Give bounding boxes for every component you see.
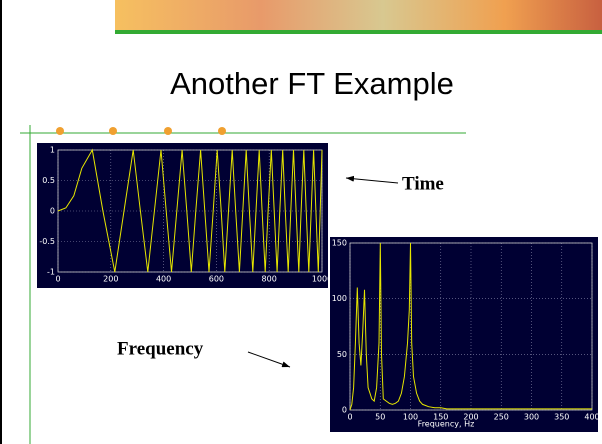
x-tick-label: 800 [262,275,277,284]
x-tick-label: 0 [55,275,60,284]
plot-frame [349,242,593,411]
y-tick-label: 1 [50,146,55,155]
y-tick-label: 150 [332,239,347,248]
time-label: Time [402,173,444,194]
x-tick-label: 250 [494,413,509,422]
banner-rule [115,30,602,34]
x-tick-label: 100 [403,413,418,422]
y-tick-label: -1 [47,268,55,277]
data-line [349,242,592,411]
plot: 0 200 400 600 800 1000 -1 -0.5 0 0.5 1 [37,143,332,288]
y-tick-label: 50 [337,350,347,359]
x-tick-label: 400 [156,275,171,284]
x-tick-label: 600 [209,275,224,284]
y-tick-label: 0.5 [42,176,55,185]
x-tick-label: 0 [347,413,352,422]
data-line [57,148,323,273]
x-tick-label: 1000 [312,275,332,284]
plot: 0 50 100 150 200 250 300 350 400050100150Frequen… [330,237,600,432]
plot-background [37,143,328,288]
x-tick-label: 400 [584,413,599,422]
y-tick-label: -0.5 [39,237,55,246]
x-axis-label: Frequency, Hz [418,420,475,429]
x-tick-label: 50 [375,413,385,422]
x-tick-label: 200 [103,275,118,284]
x-tick-label: 300 [524,413,539,422]
y-tick-label: 100 [332,294,347,303]
time-arrow [345,175,399,184]
x-tick-label: 350 [554,413,569,422]
y-tick-label: 0 [50,207,55,216]
plot-background [330,237,598,432]
frequency-arrow [247,351,291,368]
y-tick-label: 0 [342,406,347,415]
banner [115,0,602,30]
slide-title: Another FT Example [170,66,454,101]
x-tick-label: 200 [463,413,478,422]
bullets [56,127,226,135]
x-tick-label: 150 [433,413,448,422]
frequency-label: Frequency [117,338,204,359]
